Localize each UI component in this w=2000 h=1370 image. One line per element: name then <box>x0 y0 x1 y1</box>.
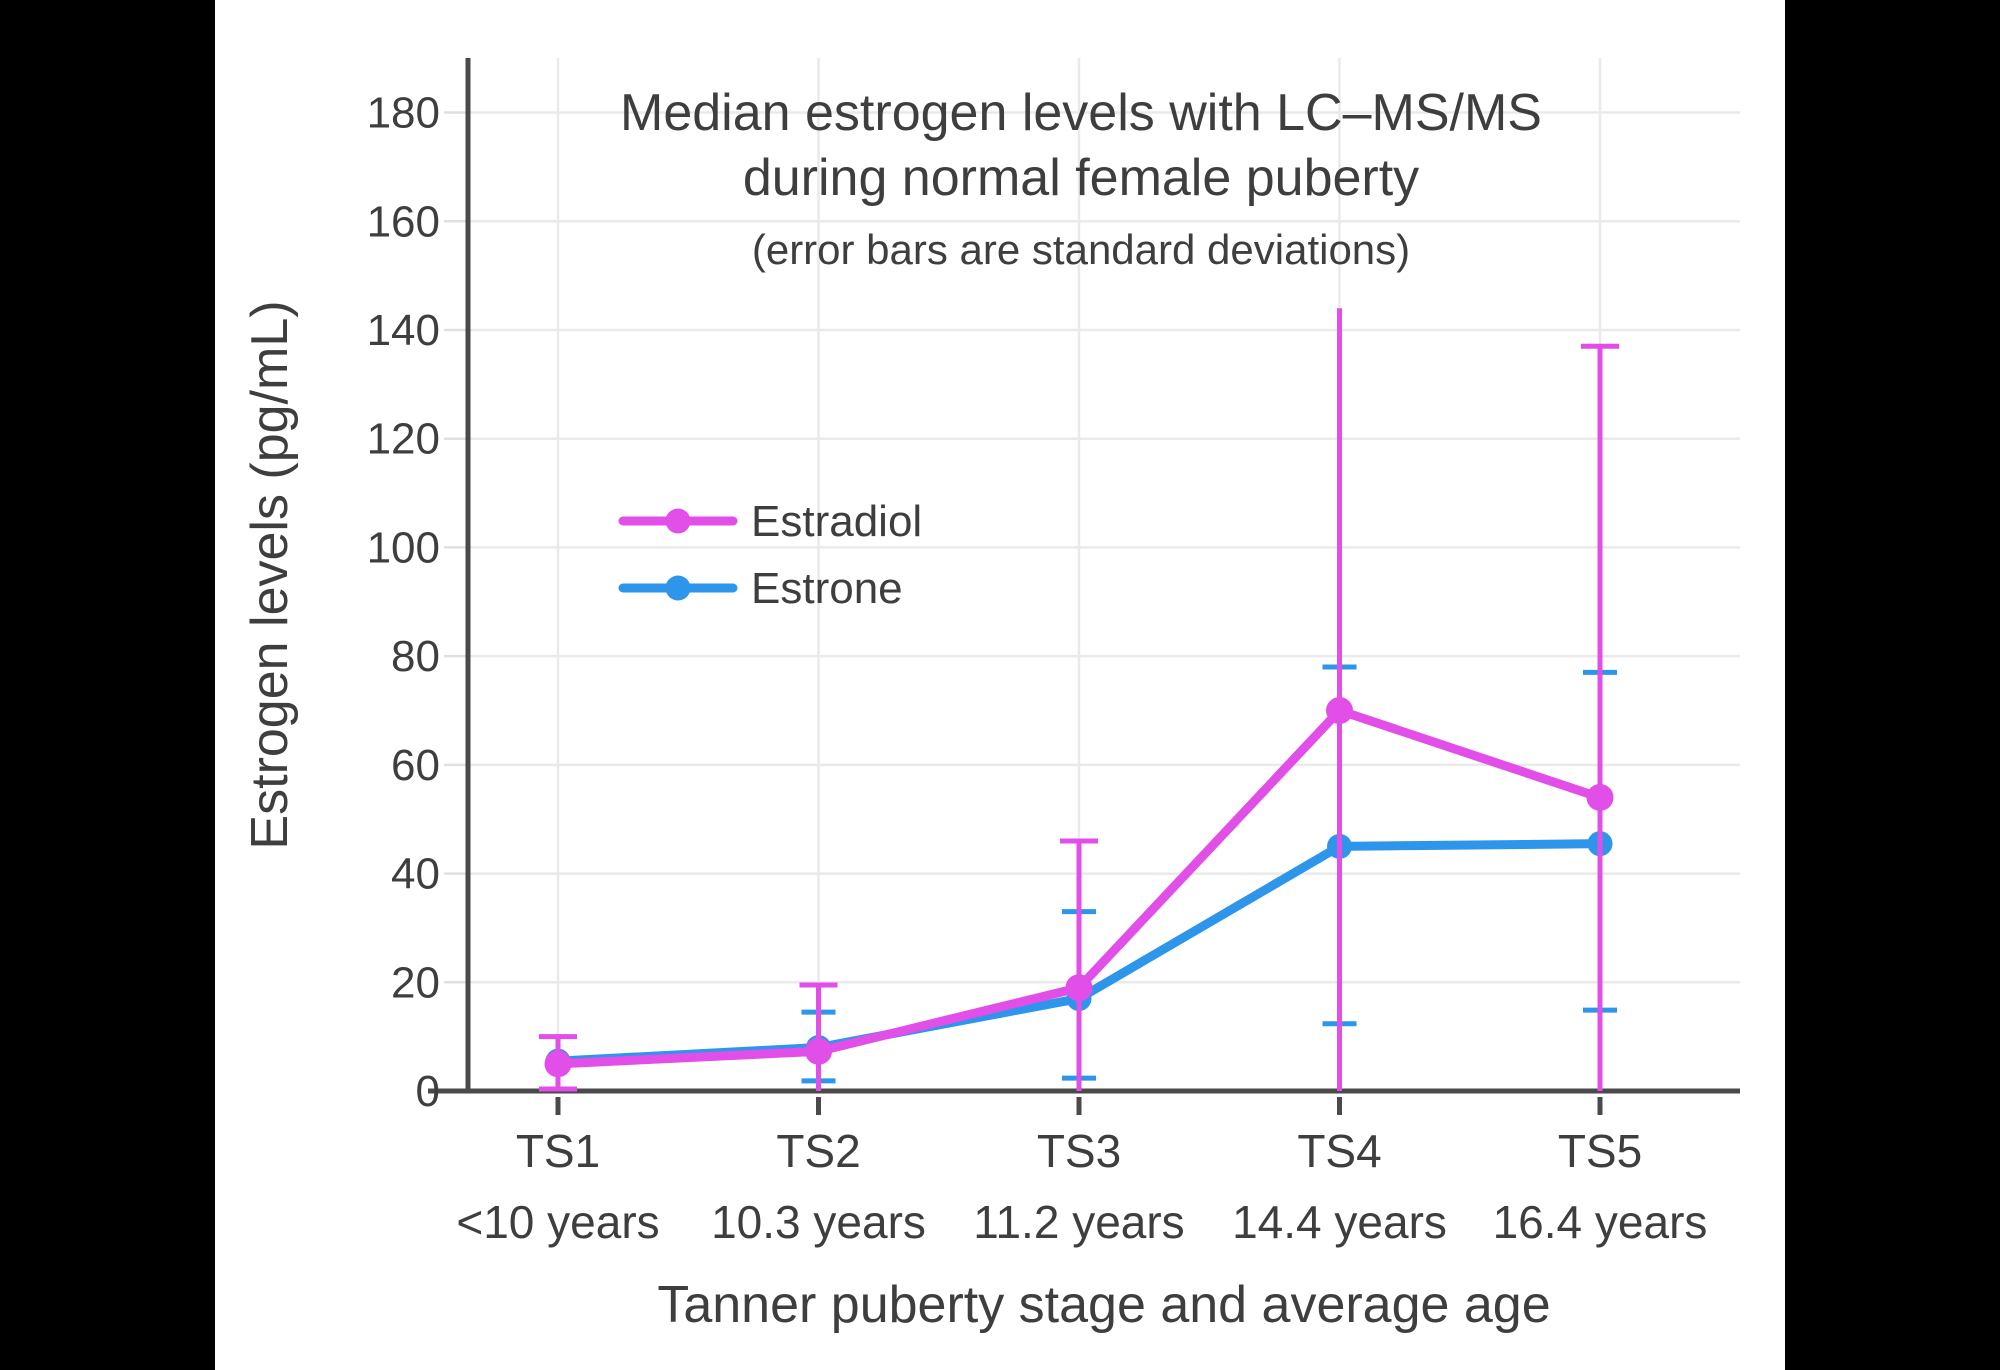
x-age-label-TS2: 10.3 years <box>711 1196 926 1248</box>
axes <box>428 58 1740 1115</box>
series-layer <box>539 308 1619 1092</box>
estradiol-point-TS4 <box>1326 696 1353 724</box>
letterbox-right <box>1785 0 2000 1370</box>
chart-title-line2: during normal female puberty <box>743 149 1419 207</box>
x-tick-label-TS5: TS5 <box>1558 1125 1642 1177</box>
x-tick-label-TS1: TS1 <box>516 1125 600 1177</box>
legend-sample-marker-estradiol <box>665 508 691 534</box>
chart-title-line1: Median estrogen levels with LC–MS/MS <box>620 84 1542 142</box>
y-tick-label-60: 60 <box>391 741 440 790</box>
gridlines <box>444 58 1740 1091</box>
y-tick-label-100: 100 <box>367 523 440 572</box>
y-tick-label-20: 20 <box>391 958 440 1007</box>
x-age-label-TS3: 11.2 years <box>973 1196 1184 1248</box>
legend-label-estrone: Estrone <box>751 564 903 613</box>
y-tick-label-80: 80 <box>391 632 440 681</box>
series-estradiol <box>539 308 1619 1092</box>
y-tick-label-40: 40 <box>391 850 440 899</box>
legend-label-estradiol: Estradiol <box>751 497 922 546</box>
x-axis-title: Tanner puberty stage and average age <box>657 1276 1550 1334</box>
chart-subtitle: (error bars are standard deviations) <box>752 226 1410 273</box>
estradiol-point-TS3 <box>1065 974 1093 1002</box>
x-tick-label-TS4: TS4 <box>1297 1125 1381 1177</box>
x-age-label-TS1: <10 years <box>456 1196 659 1248</box>
x-age-label-TS4: 14.4 years <box>1232 1196 1447 1248</box>
x-tick-label-TS3: TS3 <box>1037 1125 1121 1177</box>
x-tick-label-TS2: TS2 <box>776 1125 860 1177</box>
y-tick-label-140: 140 <box>367 306 440 355</box>
y-tick-label-0: 0 <box>416 1067 440 1116</box>
y-tick-label-160: 160 <box>367 197 440 246</box>
legend-sample-marker-estrone <box>665 575 691 601</box>
estradiol-point-TS5 <box>1586 783 1614 811</box>
legend: Estradiol Estrone <box>618 497 922 613</box>
letterbox-left <box>0 0 215 1370</box>
x-age-label-TS5: 16.4 years <box>1493 1196 1708 1248</box>
y-tick-label-120: 120 <box>367 415 440 464</box>
estrogen-line-chart: 0 20 40 60 80 100 120 140 160 180 TS1 <10 years TS2 1… <box>241 58 1740 1334</box>
y-axis-title: Estrogen levels (pg/mL) <box>241 300 299 849</box>
estradiol-point-TS2 <box>805 1037 832 1065</box>
chart-image: 0 20 40 60 80 100 120 140 160 180 TS1 <10 years TS2 1… <box>215 0 1785 1370</box>
tick-labels: 0 20 40 60 80 100 120 140 160 180 TS1 <10 years TS2 1… <box>367 89 1708 1248</box>
estradiol-point-TS1 <box>544 1050 572 1078</box>
y-tick-label-180: 180 <box>367 89 440 138</box>
